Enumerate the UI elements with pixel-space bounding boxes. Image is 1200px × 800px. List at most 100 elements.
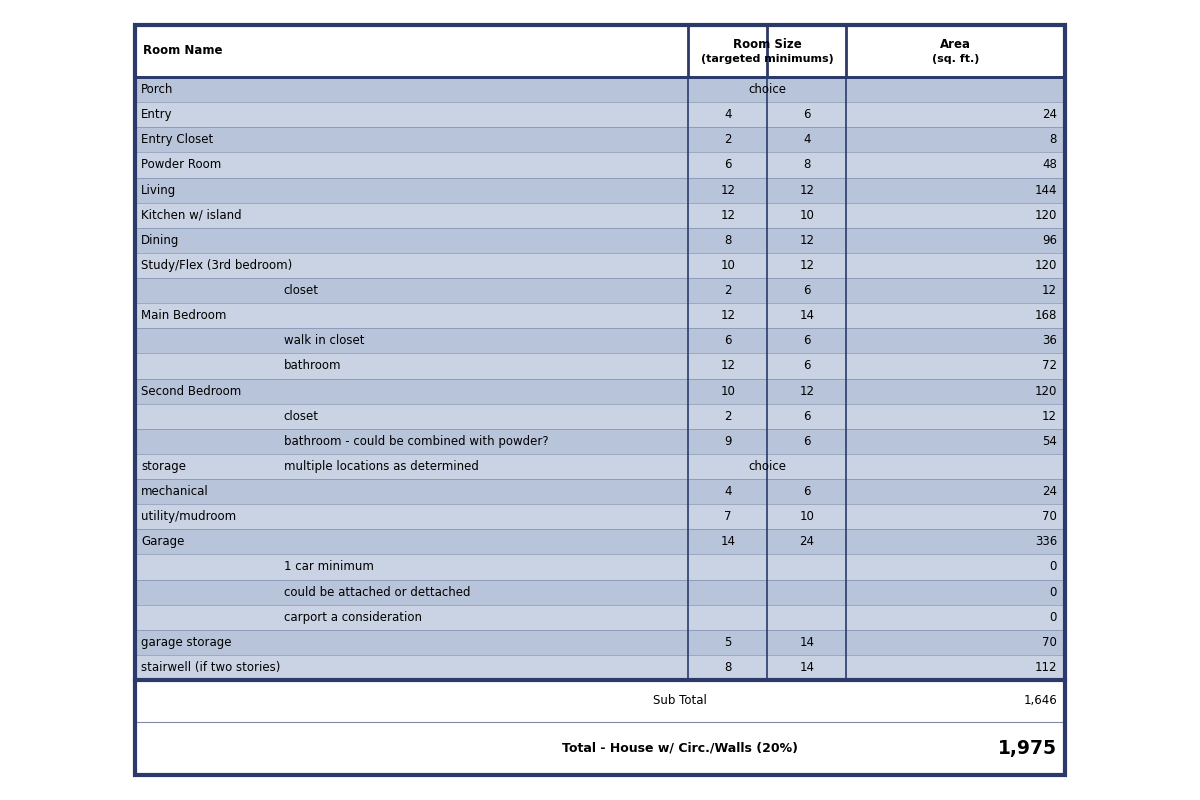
Text: closet: closet	[284, 410, 319, 422]
Text: 120: 120	[1034, 259, 1057, 272]
Text: 120: 120	[1034, 385, 1057, 398]
Text: 12: 12	[1042, 284, 1057, 297]
Text: walk in closet: walk in closet	[284, 334, 365, 347]
Text: bathroom: bathroom	[284, 359, 341, 373]
Text: 12: 12	[799, 183, 815, 197]
Bar	[134, 530, 1066, 554]
Text: 24: 24	[1042, 485, 1057, 498]
Text: 10: 10	[720, 259, 736, 272]
Text: 9: 9	[724, 435, 732, 448]
Bar	[134, 178, 1066, 202]
Text: 6: 6	[803, 485, 811, 498]
Text: 12: 12	[1042, 410, 1057, 422]
Bar	[134, 303, 1066, 328]
Text: 70: 70	[1042, 510, 1057, 523]
Text: closet: closet	[284, 284, 319, 297]
Bar	[134, 328, 1066, 354]
Bar	[134, 655, 1066, 680]
Text: multiple locations as determined: multiple locations as determined	[284, 460, 479, 473]
Text: 0: 0	[1050, 561, 1057, 574]
Text: 5: 5	[724, 636, 732, 649]
Text: mechanical: mechanical	[142, 485, 209, 498]
Text: Dining: Dining	[142, 234, 179, 247]
Bar	[134, 77, 1066, 102]
Text: stairwell (if two stories): stairwell (if two stories)	[142, 661, 281, 674]
Text: Entry: Entry	[142, 108, 173, 121]
Text: 2: 2	[724, 284, 732, 297]
Bar	[134, 354, 1066, 378]
Bar	[134, 378, 1066, 404]
Text: 112: 112	[1034, 661, 1057, 674]
Text: Entry Closet: Entry Closet	[142, 134, 214, 146]
Bar	[134, 228, 1066, 253]
Text: choice: choice	[749, 83, 786, 96]
Text: Kitchen w/ island: Kitchen w/ island	[142, 209, 241, 222]
Text: 4: 4	[724, 108, 732, 121]
Text: 70: 70	[1042, 636, 1057, 649]
Bar	[134, 25, 1066, 775]
Text: choice: choice	[749, 460, 786, 473]
Bar	[134, 579, 1066, 605]
Bar	[134, 77, 1066, 680]
Text: 144: 144	[1034, 183, 1057, 197]
Text: Area: Area	[941, 38, 971, 50]
Text: 12: 12	[720, 359, 736, 373]
Text: 72: 72	[1042, 359, 1057, 373]
Text: 10: 10	[799, 209, 815, 222]
Text: 14: 14	[799, 661, 815, 674]
Text: Main Bedroom: Main Bedroom	[142, 309, 227, 322]
Text: garage storage: garage storage	[142, 636, 232, 649]
Text: could be attached or dettached: could be attached or dettached	[284, 586, 470, 598]
Text: 24: 24	[799, 535, 815, 548]
Text: bathroom - could be combined with powder?: bathroom - could be combined with powder…	[284, 435, 548, 448]
Bar	[134, 278, 1066, 303]
Text: 12: 12	[720, 309, 736, 322]
Bar	[134, 630, 1066, 655]
Text: 6: 6	[724, 334, 732, 347]
Text: 2: 2	[724, 134, 732, 146]
Text: 10: 10	[799, 510, 815, 523]
Bar	[134, 102, 1066, 127]
Text: storage: storage	[142, 460, 186, 473]
Text: 1 car minimum: 1 car minimum	[284, 561, 373, 574]
Text: Living: Living	[142, 183, 176, 197]
Text: Porch: Porch	[142, 83, 173, 96]
Bar	[134, 454, 1066, 479]
Text: Sub Total: Sub Total	[653, 694, 707, 707]
Text: Second Bedroom: Second Bedroom	[142, 385, 241, 398]
Text: 2: 2	[724, 410, 732, 422]
Bar	[134, 554, 1066, 579]
Text: 36: 36	[1042, 334, 1057, 347]
Bar	[134, 202, 1066, 228]
Text: 120: 120	[1034, 209, 1057, 222]
Text: 336: 336	[1034, 535, 1057, 548]
Text: Garage: Garage	[142, 535, 185, 548]
Text: 1,646: 1,646	[1024, 694, 1057, 707]
Text: 14: 14	[720, 535, 736, 548]
Text: 12: 12	[799, 234, 815, 247]
Text: Powder Room: Powder Room	[142, 158, 221, 171]
Text: 6: 6	[803, 359, 811, 373]
Text: 0: 0	[1050, 586, 1057, 598]
Text: 48: 48	[1042, 158, 1057, 171]
Text: (sq. ft.): (sq. ft.)	[932, 54, 979, 64]
Bar	[134, 479, 1066, 504]
Text: 14: 14	[799, 636, 815, 649]
Bar	[134, 253, 1066, 278]
Text: 8: 8	[724, 234, 732, 247]
Text: 6: 6	[724, 158, 732, 171]
Text: 7: 7	[724, 510, 732, 523]
Text: Study/Flex (3rd bedroom): Study/Flex (3rd bedroom)	[142, 259, 293, 272]
Bar	[134, 680, 1066, 775]
Text: 96: 96	[1042, 234, 1057, 247]
Text: 168: 168	[1034, 309, 1057, 322]
Text: 8: 8	[1050, 134, 1057, 146]
Bar	[134, 429, 1066, 454]
Text: 54: 54	[1042, 435, 1057, 448]
Text: 6: 6	[803, 410, 811, 422]
Text: 6: 6	[803, 334, 811, 347]
Text: 8: 8	[724, 661, 732, 674]
Bar	[134, 605, 1066, 630]
Text: 6: 6	[803, 435, 811, 448]
Text: 12: 12	[799, 385, 815, 398]
